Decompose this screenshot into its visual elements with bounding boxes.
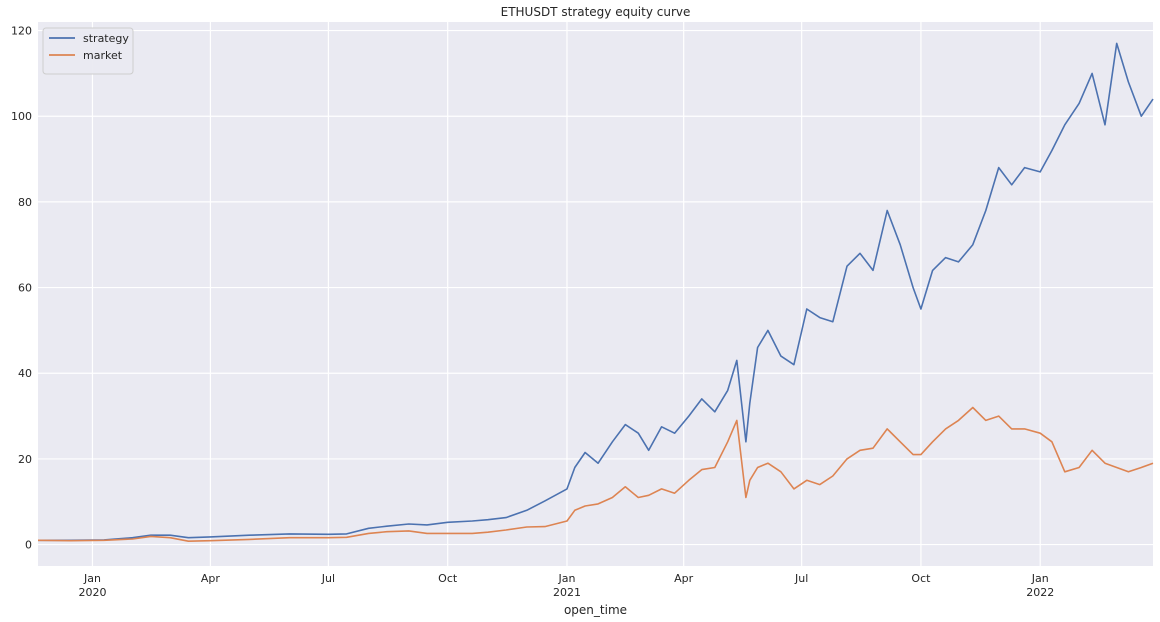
y-tick-label: 80 <box>18 196 32 209</box>
x-tick-label: Jan <box>83 572 101 585</box>
x-tick-label: Oct <box>911 572 931 585</box>
x-tick-label: Jul <box>321 572 335 585</box>
x-axis-label: open_time <box>564 603 627 617</box>
x-tick-year-label: 2021 <box>553 586 581 599</box>
y-axis-ticks: 0 20 40 60 80 100 120 <box>11 25 32 552</box>
legend-box <box>42 27 134 75</box>
series-line-strategy <box>38 42 1154 542</box>
x-tick-label: Jan <box>1031 572 1049 585</box>
plot-area <box>38 22 1153 566</box>
grid <box>38 22 1153 566</box>
y-tick-label: 20 <box>18 453 32 466</box>
legend: strategy market <box>42 27 134 75</box>
y-tick-label: 40 <box>18 367 32 380</box>
y-tick-label: 60 <box>18 282 32 295</box>
y-tick-label: 0 <box>25 539 32 552</box>
x-tick-label: Jul <box>794 572 808 585</box>
x-tick-label: Jan <box>557 572 575 585</box>
y-tick-label: 120 <box>11 25 32 38</box>
series-line-market <box>37 406 1154 542</box>
x-tick-label: Oct <box>438 572 458 585</box>
legend-label-market: market <box>83 49 123 62</box>
x-tick-label: Apr <box>674 572 694 585</box>
x-tick-label: Apr <box>201 572 221 585</box>
series-lines <box>37 42 1154 542</box>
y-tick-label: 100 <box>11 110 32 123</box>
x-tick-year-label: 2020 <box>78 586 106 599</box>
chart-title: ETHUSDT strategy equity curve <box>501 5 691 19</box>
legend-label-strategy: strategy <box>83 32 129 45</box>
x-tick-year-label: 2022 <box>1026 586 1054 599</box>
